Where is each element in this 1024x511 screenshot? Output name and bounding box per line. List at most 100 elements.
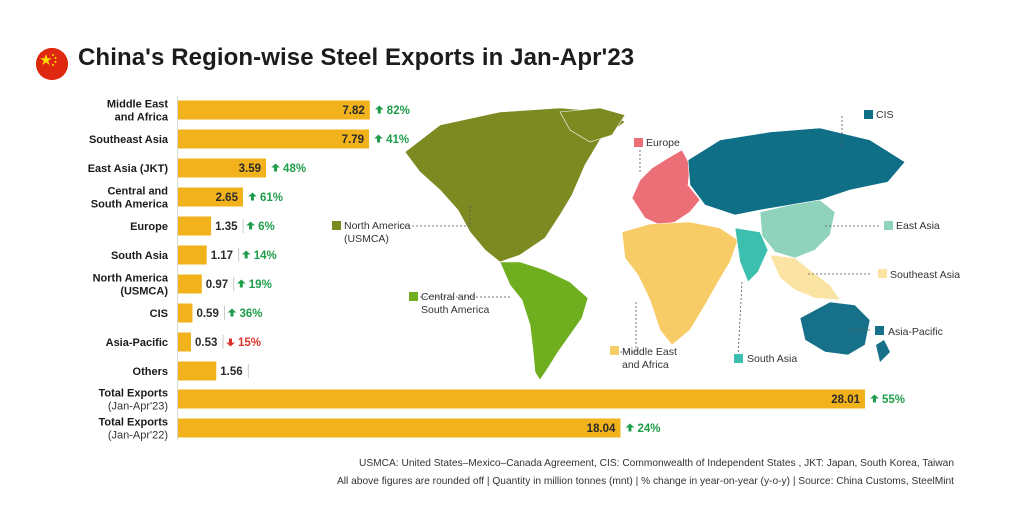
total-value-label: 18.04 bbox=[587, 423, 616, 435]
bar-category-label: Others bbox=[133, 366, 168, 378]
bar-row: Southeast Asia 7.79 41% bbox=[89, 129, 409, 149]
legend-marker-central-south-america bbox=[409, 292, 418, 301]
bar bbox=[178, 216, 212, 236]
map-label-southeast-asia: Southeast Asia bbox=[890, 269, 960, 281]
bar-category-label-line-1: Asia-Pacific bbox=[106, 337, 168, 349]
arrow-up-icon bbox=[625, 423, 635, 432]
bar bbox=[178, 187, 243, 207]
bar-value-label: 7.82 bbox=[342, 105, 364, 117]
bar bbox=[178, 303, 193, 323]
region-north-america bbox=[404, 107, 626, 263]
yoy-change-label: 19% bbox=[249, 279, 272, 291]
bar bbox=[178, 274, 202, 294]
region-central-south-america bbox=[499, 261, 589, 381]
footnote-definitions: USMCA: United States–Mexico–Canada Agree… bbox=[359, 458, 954, 469]
bar-category-label-line-2: and Africa bbox=[115, 112, 169, 124]
bar-row: Others 1.56 bbox=[133, 361, 249, 381]
bar-category-label: Southeast Asia bbox=[89, 134, 169, 146]
arrow-up-icon bbox=[375, 105, 384, 114]
arrow-up-icon bbox=[236, 279, 246, 288]
arrow-up-icon bbox=[241, 250, 251, 259]
bar-category-label: CIS bbox=[150, 308, 168, 320]
bar-value-label: 1.35 bbox=[215, 221, 238, 233]
region-south-asia bbox=[734, 227, 769, 283]
bar-row: Central and South America 2.65 61% bbox=[91, 186, 283, 211]
arrow-down-icon bbox=[226, 338, 235, 347]
arrow-up-icon bbox=[227, 308, 237, 317]
bar-value-label: 3.59 bbox=[239, 163, 261, 175]
legend-marker-southeast-asia bbox=[878, 269, 887, 278]
bar-category-label-line-1: Southeast Asia bbox=[89, 134, 169, 146]
bar bbox=[178, 361, 217, 381]
map-label-europe: Europe bbox=[646, 137, 680, 149]
bar-value-label: 1.56 bbox=[220, 366, 242, 378]
yoy-change-label: 14% bbox=[254, 250, 277, 262]
bar-value-label: 7.79 bbox=[342, 134, 364, 146]
footnote-source: All above figures are rounded off | Quan… bbox=[336, 476, 954, 487]
arrow-up-icon bbox=[248, 192, 257, 201]
region-new-zealand bbox=[876, 340, 890, 362]
bar-category-label: South Asia bbox=[111, 250, 169, 262]
bar-category-label-line-1: Europe bbox=[130, 221, 168, 233]
map-label-middle-east-africa-line1: Middle East bbox=[622, 346, 677, 358]
bar-category-label-line-1: North America bbox=[93, 273, 169, 285]
region-asia-pacific bbox=[799, 301, 871, 356]
total-change-label: 55% bbox=[882, 394, 905, 406]
total-label-line-1: Total Exports bbox=[99, 388, 168, 400]
map-label-middle-east-africa: Middle East and Africa bbox=[622, 346, 680, 371]
map-label-north-america-line2: (USMCA) bbox=[344, 233, 389, 245]
total-row: Total Exports (Jan-Apr'22) 18.04 24% bbox=[99, 417, 661, 442]
arrow-up-icon bbox=[870, 394, 879, 403]
bar bbox=[178, 245, 207, 265]
bar-category-label-line-1: Others bbox=[133, 366, 168, 378]
bar-category-label-line-1: Middle East bbox=[107, 99, 168, 111]
bar-category-label: Middle East and Africa bbox=[107, 99, 169, 124]
map-regions bbox=[404, 107, 906, 381]
total-label-line-2: (Jan-Apr'23) bbox=[108, 401, 168, 413]
total-change-label: 24% bbox=[637, 423, 660, 435]
map-label-middle-east-africa-line2: and Africa bbox=[622, 359, 669, 371]
page-title: China's Region-wise Steel Exports in Jan… bbox=[78, 44, 635, 71]
yoy-change-label: 48% bbox=[283, 163, 306, 175]
legend-marker-cis bbox=[864, 110, 873, 119]
bar-row: Asia-Pacific 0.53 15% bbox=[106, 332, 261, 352]
map-label-cis: CIS bbox=[876, 109, 894, 121]
arrow-up-icon bbox=[374, 134, 383, 143]
yoy-change-label: 82% bbox=[387, 105, 410, 117]
region-greenland bbox=[559, 107, 626, 143]
total-label-line-2: (Jan-Apr'22) bbox=[108, 430, 168, 442]
map-label-north-america: North America (USMCA) bbox=[344, 220, 413, 245]
bar-row: East Asia (JKT) 3.59 48% bbox=[88, 158, 306, 178]
bar-category-label: Europe bbox=[130, 221, 168, 233]
map-label-central-south-america-line2: South America bbox=[421, 304, 489, 316]
legend-marker-asia-pacific bbox=[875, 326, 884, 335]
map-label-north-america-line1: North America bbox=[344, 220, 411, 232]
bar bbox=[178, 129, 370, 149]
bar bbox=[178, 332, 191, 352]
region-southeast-asia bbox=[769, 254, 841, 301]
total-bar bbox=[178, 418, 621, 438]
bar-row: South Asia 1.17 14% bbox=[111, 245, 277, 265]
total-label: Total Exports (Jan-Apr'22) bbox=[99, 417, 168, 442]
map-label-east-asia: East Asia bbox=[896, 220, 940, 232]
map-labels: Europe CIS East Asia Southeast Asia Asia… bbox=[344, 109, 960, 371]
arrow-up-icon bbox=[271, 163, 280, 172]
yoy-change-label: 36% bbox=[239, 308, 262, 320]
total-value-label: 28.01 bbox=[831, 394, 860, 406]
bar-category-label-line-1: CIS bbox=[150, 308, 168, 320]
bar-row: CIS 0.59 36% bbox=[150, 303, 263, 323]
map-label-central-south-america: Central and South America bbox=[421, 291, 489, 316]
bar-value-label: 0.97 bbox=[206, 279, 228, 291]
yoy-change-label: 61% bbox=[260, 192, 283, 204]
yoy-change-label: 15% bbox=[238, 337, 261, 349]
map-leader-lines bbox=[400, 116, 880, 357]
map-label-asia-pacific: Asia-Pacific bbox=[888, 326, 943, 338]
china-flag-icon bbox=[36, 48, 68, 80]
map-label-central-south-america-line1: Central and bbox=[421, 291, 475, 303]
total-label: Total Exports (Jan-Apr'23) bbox=[99, 388, 168, 413]
bar-category-label: North America (USMCA) bbox=[93, 273, 169, 298]
bar-category-label: East Asia (JKT) bbox=[88, 163, 169, 175]
